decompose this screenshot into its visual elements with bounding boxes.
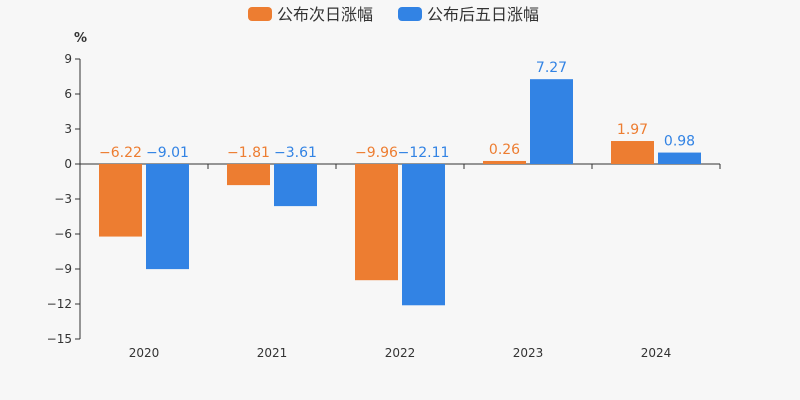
bar-2024-series-2: [658, 152, 701, 164]
data-label: 0.98: [664, 134, 695, 150]
bar-2021-series-1: [227, 164, 270, 186]
data-label: −9.01: [146, 145, 189, 161]
legend-swatch: [248, 7, 272, 21]
data-label: −12.11: [398, 145, 450, 161]
y-tick-label: 0: [64, 157, 72, 171]
y-tick-label: −6: [54, 227, 72, 241]
data-label: −9.96: [355, 145, 398, 161]
legend-swatch: [398, 7, 422, 21]
y-tick-label: 3: [64, 122, 72, 136]
x-tick-label: 2024: [641, 346, 672, 360]
bar-2020-series-1: [99, 164, 142, 237]
data-label: −1.81: [227, 145, 270, 161]
bar-2020-series-2: [146, 164, 189, 270]
y-axis-unit-label: %: [74, 31, 87, 46]
x-tick-label: 2022: [385, 346, 416, 360]
data-label: 1.97: [617, 122, 648, 138]
x-tick-label: 2023: [513, 346, 544, 360]
y-tick-label: −3: [54, 192, 72, 206]
bar-2022-series-2: [402, 164, 445, 306]
bar-2023-series-2: [530, 79, 573, 164]
legend-label: 公布次日涨幅: [277, 5, 373, 24]
y-tick-label: −15: [47, 332, 72, 346]
legend-label: 公布后五日涨幅: [427, 5, 539, 24]
bar-2022-series-1: [355, 164, 398, 281]
bars: [99, 79, 701, 306]
legend: 公布次日涨幅 公布后五日涨幅: [248, 5, 539, 24]
y-tick-label: −9: [54, 262, 72, 276]
data-labels: −6.22 −1.81 −9.96 0.26 1.97 −9.01 −3.61 −12.11 7…: [99, 60, 695, 161]
data-label: −6.22: [99, 145, 142, 161]
bar-2024-series-1: [611, 141, 654, 164]
bar-2021-series-2: [274, 164, 317, 207]
data-label: 0.26: [489, 142, 520, 158]
y-tick-label: 6: [64, 87, 72, 101]
x-tick-label: 2020: [129, 346, 160, 360]
y-tick-label: −12: [47, 297, 72, 311]
x-tick-label: 2021: [257, 346, 288, 360]
data-label: 7.27: [536, 60, 567, 76]
y-tick-label: 9: [64, 52, 72, 66]
bar-2023-series-1: [483, 160, 526, 164]
data-label: −3.61: [274, 145, 317, 161]
